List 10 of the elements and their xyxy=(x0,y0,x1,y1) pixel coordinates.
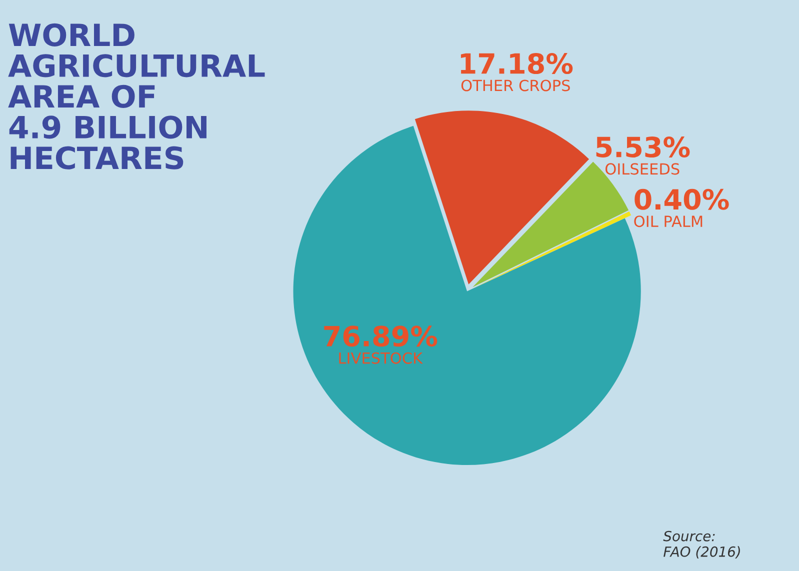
data-label: 17.18% xyxy=(460,53,573,74)
data-label: 76.89% xyxy=(324,326,438,347)
slice-label: LIVESTOCK xyxy=(339,352,423,364)
text: WORLD AGRICULTURAL AREA OF 4.9 BILLION HECTARES xyxy=(8,23,265,170)
data-label: 0.40% xyxy=(634,188,729,210)
source-note: Source: FAO (2016) xyxy=(663,530,740,559)
slice-label: OIL PALM xyxy=(634,216,702,228)
slice-label: OTHER CROPS xyxy=(461,80,570,92)
slice-label: OILSEEDS xyxy=(606,163,680,175)
data-label: 5.53% xyxy=(596,136,690,158)
